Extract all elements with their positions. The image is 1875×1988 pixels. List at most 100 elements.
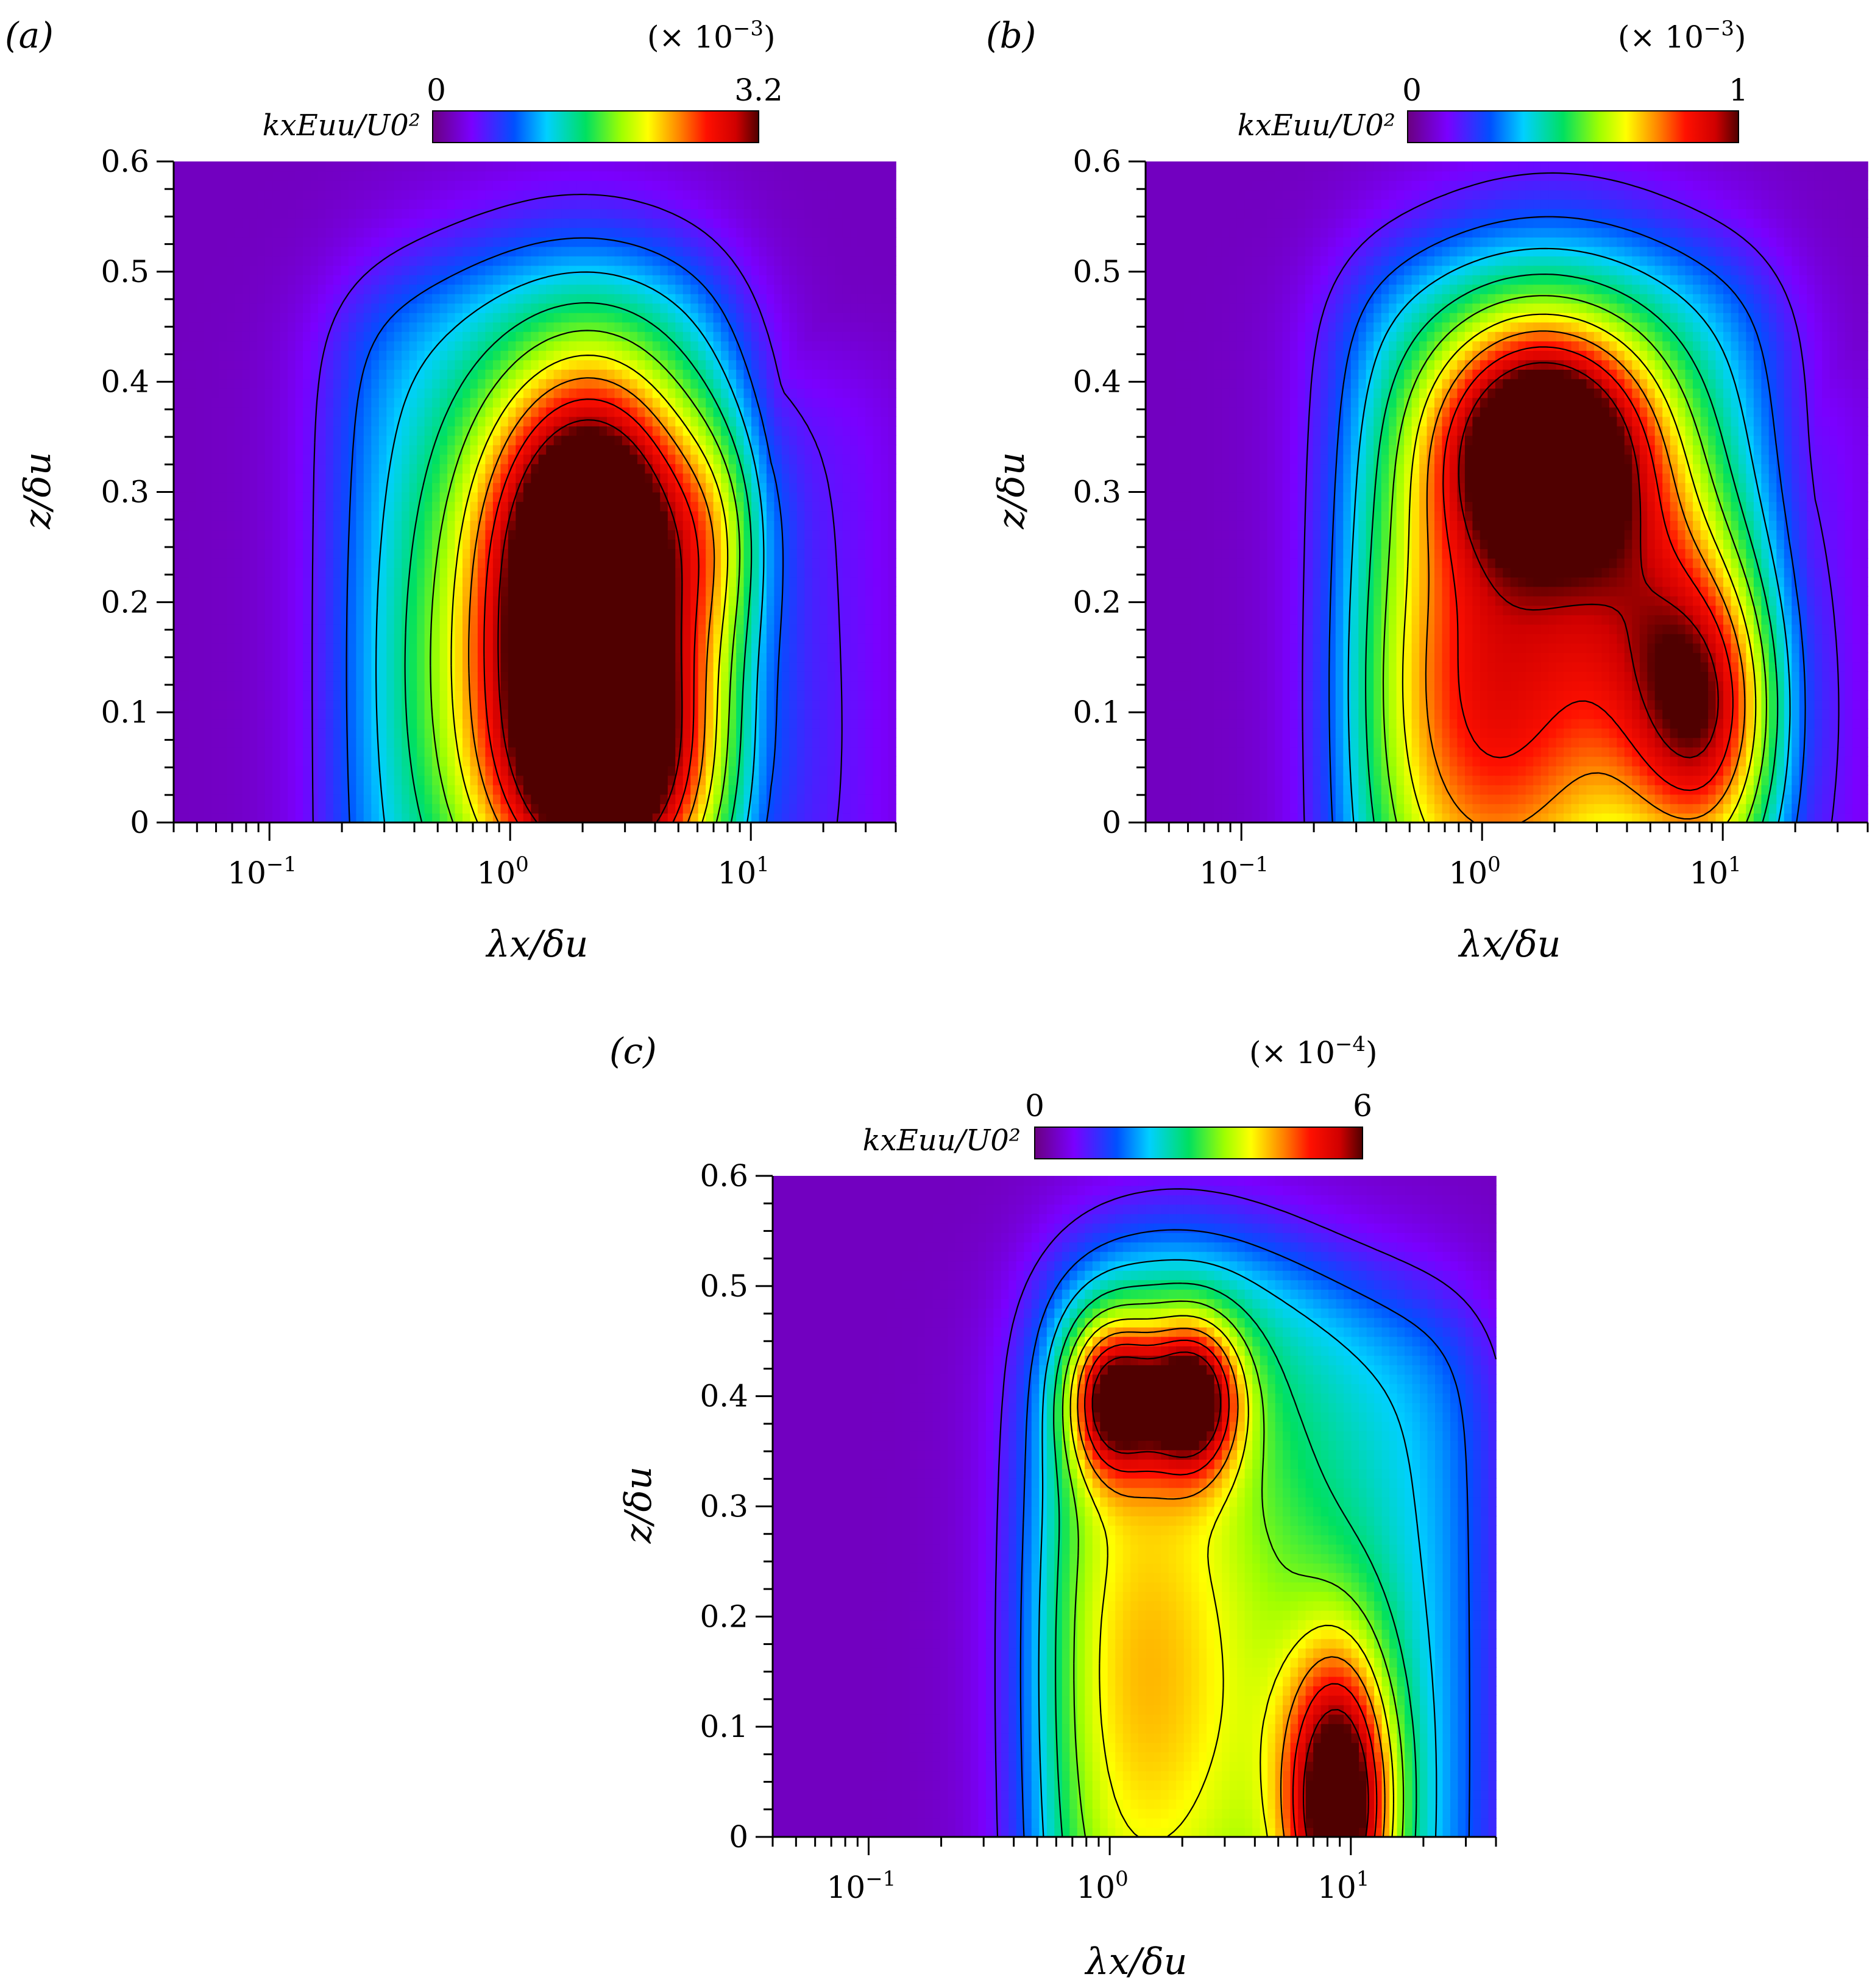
heatmap-cell	[227, 369, 235, 380]
heatmap-cell	[249, 464, 258, 474]
heatmap-cell	[211, 331, 220, 342]
heatmap-cell	[470, 709, 478, 720]
heatmap-cell	[576, 643, 585, 653]
heatmap-cell	[227, 464, 235, 474]
heatmap-cell	[546, 615, 555, 625]
heatmap-cell	[682, 794, 691, 804]
heatmap-cell	[546, 199, 555, 210]
heatmap-cell	[546, 681, 555, 691]
heatmap-cell	[690, 728, 699, 738]
heatmap-cell	[706, 246, 714, 256]
heatmap-cell	[614, 492, 623, 502]
heatmap-cell	[386, 378, 395, 389]
heatmap-cell	[637, 662, 646, 672]
heatmap-cell	[607, 454, 615, 464]
heatmap-cell	[667, 237, 676, 247]
heatmap-cell	[219, 813, 228, 823]
heatmap-cell	[288, 643, 296, 653]
heatmap-cell	[477, 473, 486, 483]
heatmap-cell	[637, 681, 646, 691]
heatmap-cell	[455, 567, 463, 578]
heatmap-cell	[561, 690, 570, 701]
heatmap-cell	[234, 756, 243, 766]
heatmap-cell	[409, 445, 417, 455]
heatmap-cell	[561, 275, 570, 285]
heatmap-cell	[288, 558, 296, 568]
heatmap-cell	[386, 662, 395, 672]
heatmap-cell	[682, 728, 691, 738]
heatmap-cell	[325, 586, 334, 596]
heatmap-cell	[318, 671, 327, 682]
heatmap-cell	[569, 294, 577, 304]
heatmap-cell	[227, 520, 235, 531]
heatmap-cell	[333, 511, 342, 521]
heatmap-cell	[211, 558, 220, 568]
heatmap-cell	[318, 331, 327, 342]
heatmap-cell	[637, 699, 646, 710]
heatmap-cell	[682, 284, 691, 294]
heatmap-cell	[234, 483, 243, 493]
heatmap-cell	[272, 397, 281, 408]
heatmap-cell	[363, 756, 372, 766]
heatmap-cell	[181, 359, 190, 370]
heatmap-cell	[592, 653, 600, 663]
heatmap-cell	[402, 378, 410, 389]
heatmap-cell	[234, 794, 243, 804]
heatmap-cell	[447, 313, 456, 323]
heatmap-cell	[356, 567, 364, 578]
heatmap-cell	[333, 275, 342, 285]
heatmap-cell	[432, 785, 441, 795]
heatmap-cell	[341, 313, 349, 323]
heatmap-cell	[553, 709, 562, 720]
heatmap-cell	[295, 653, 303, 663]
heatmap-cell	[295, 511, 303, 521]
heatmap-cell	[455, 709, 463, 720]
heatmap-cell	[204, 256, 213, 266]
heatmap-cell	[219, 794, 228, 804]
heatmap-cell	[667, 643, 676, 653]
heatmap-cell	[325, 737, 334, 748]
heatmap-cell	[280, 397, 288, 408]
heatmap-cell	[698, 511, 706, 521]
heatmap-cell	[599, 520, 608, 531]
heatmap-cell	[546, 671, 555, 682]
heatmap-cell	[447, 699, 456, 710]
heatmap-cell	[386, 586, 395, 596]
heatmap-cell	[188, 294, 197, 304]
heatmap-cell	[310, 171, 319, 181]
heatmap-cell	[463, 256, 471, 266]
heatmap-cell	[698, 548, 706, 559]
heatmap-cell	[706, 605, 714, 615]
heatmap-cell	[538, 529, 547, 540]
heatmap-cell	[394, 218, 402, 228]
heatmap-cell	[553, 511, 562, 521]
heatmap-cell	[477, 275, 486, 285]
heatmap-cell	[333, 265, 342, 275]
heatmap-cell	[682, 294, 691, 304]
heatmap-cell	[432, 756, 441, 766]
heatmap-cell	[280, 747, 288, 757]
heatmap-cell	[257, 653, 266, 663]
heatmap-cell	[363, 653, 372, 663]
heatmap-cell	[607, 227, 615, 238]
heatmap-cell	[645, 785, 653, 795]
heatmap-cell	[584, 492, 592, 502]
heatmap-cell	[553, 718, 562, 729]
heatmap-cell	[402, 558, 410, 568]
heatmap-cell	[409, 256, 417, 266]
heatmap-cell	[371, 464, 380, 474]
heatmap-cell	[394, 775, 402, 785]
heatmap-cell	[394, 718, 402, 729]
heatmap-cell	[386, 643, 395, 653]
heatmap-cell	[614, 501, 623, 512]
heatmap-cell	[652, 218, 661, 228]
heatmap-cell	[204, 180, 213, 191]
heatmap-cell	[538, 180, 547, 191]
heatmap-cell	[204, 596, 213, 606]
heatmap-cell	[607, 275, 615, 285]
heatmap-cell	[455, 189, 463, 200]
heatmap-cell	[432, 303, 441, 313]
heatmap-cell	[341, 227, 349, 238]
heatmap-cell	[341, 388, 349, 398]
heatmap-cell	[637, 520, 646, 531]
